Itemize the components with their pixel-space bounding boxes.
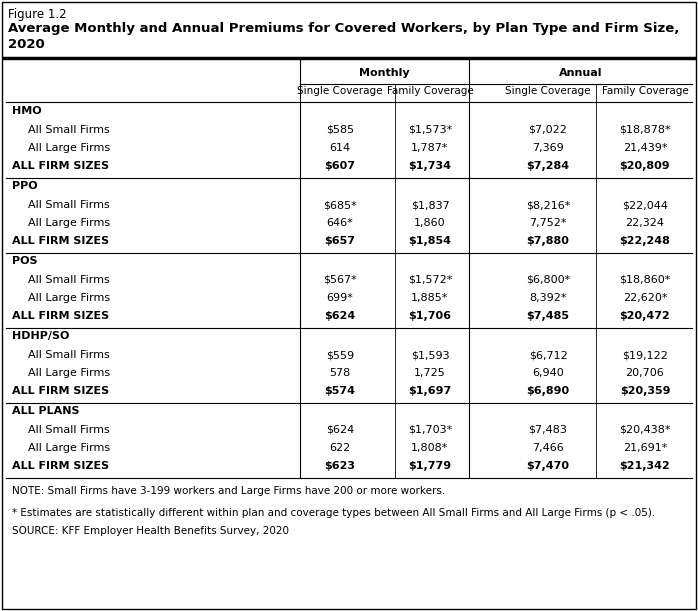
Text: $7,485: $7,485	[526, 311, 570, 321]
Text: $21,342: $21,342	[620, 461, 670, 471]
Text: $18,878*: $18,878*	[619, 125, 671, 135]
Text: Single Coverage: Single Coverage	[297, 86, 383, 96]
Text: $1,706: $1,706	[408, 311, 452, 321]
Text: $1,573*: $1,573*	[408, 125, 452, 135]
Text: 614: 614	[329, 143, 350, 153]
Text: Family Coverage: Family Coverage	[602, 86, 688, 96]
Text: $7,483: $7,483	[528, 425, 567, 435]
Text: All Large Firms: All Large Firms	[28, 293, 110, 303]
Text: Monthly: Monthly	[359, 68, 410, 78]
Text: All Small Firms: All Small Firms	[28, 275, 110, 285]
Text: 7,752*: 7,752*	[529, 218, 567, 228]
Text: $657: $657	[325, 236, 355, 246]
Text: All Large Firms: All Large Firms	[28, 218, 110, 228]
Text: Single Coverage: Single Coverage	[505, 86, 591, 96]
Text: $7,284: $7,284	[526, 161, 570, 171]
Text: All Large Firms: All Large Firms	[28, 368, 110, 378]
Text: $20,472: $20,472	[620, 311, 670, 321]
Text: All Small Firms: All Small Firms	[28, 425, 110, 435]
Text: 699*: 699*	[327, 293, 353, 303]
Text: PPO: PPO	[12, 181, 38, 191]
Text: ALL FIRM SIZES: ALL FIRM SIZES	[12, 161, 109, 171]
Text: $8,216*: $8,216*	[526, 200, 570, 210]
Text: $18,860*: $18,860*	[619, 275, 671, 285]
Text: $7,880: $7,880	[526, 236, 570, 246]
Text: POS: POS	[12, 256, 38, 266]
Text: All Large Firms: All Large Firms	[28, 143, 110, 153]
Text: $1,703*: $1,703*	[408, 425, 452, 435]
Text: $1,779: $1,779	[408, 461, 452, 471]
Text: 2020: 2020	[8, 38, 45, 51]
Text: SOURCE: KFF Employer Health Benefits Survey, 2020: SOURCE: KFF Employer Health Benefits Sur…	[12, 526, 289, 536]
Text: $624: $624	[325, 311, 355, 321]
Text: $1,572*: $1,572*	[408, 275, 452, 285]
Text: $7,470: $7,470	[526, 461, 570, 471]
Text: 7,369: 7,369	[532, 143, 564, 153]
Text: HDHP/SO: HDHP/SO	[12, 331, 69, 341]
Text: $559: $559	[326, 350, 354, 360]
Text: NOTE: Small Firms have 3-199 workers and Large Firms have 200 or more workers.: NOTE: Small Firms have 3-199 workers and…	[12, 486, 445, 496]
Text: 1,725: 1,725	[414, 368, 446, 378]
Text: $607: $607	[325, 161, 355, 171]
Text: $1,854: $1,854	[408, 236, 452, 246]
Text: Average Monthly and Annual Premiums for Covered Workers, by Plan Type and Firm S: Average Monthly and Annual Premiums for …	[8, 22, 679, 35]
Text: $1,837: $1,837	[410, 200, 450, 210]
Text: $1,593: $1,593	[410, 350, 450, 360]
Text: All Large Firms: All Large Firms	[28, 443, 110, 453]
Text: HMO: HMO	[12, 106, 42, 116]
Text: 21,691*: 21,691*	[623, 443, 667, 453]
Text: $20,438*: $20,438*	[619, 425, 671, 435]
Text: 7,466: 7,466	[532, 443, 564, 453]
Text: $6,800*: $6,800*	[526, 275, 570, 285]
Text: 21,439*: 21,439*	[623, 143, 667, 153]
Text: 646*: 646*	[327, 218, 353, 228]
Text: $623: $623	[325, 461, 355, 471]
Text: $585: $585	[326, 125, 354, 135]
Text: 8,392*: 8,392*	[529, 293, 567, 303]
Text: $6,712: $6,712	[528, 350, 567, 360]
Text: $19,122: $19,122	[622, 350, 668, 360]
Text: 578: 578	[329, 368, 350, 378]
Text: ALL FIRM SIZES: ALL FIRM SIZES	[12, 236, 109, 246]
Text: ALL PLANS: ALL PLANS	[12, 406, 80, 416]
Text: $20,359: $20,359	[620, 386, 670, 396]
Text: 20,706: 20,706	[625, 368, 664, 378]
Text: ALL FIRM SIZES: ALL FIRM SIZES	[12, 461, 109, 471]
Text: 1,885*: 1,885*	[411, 293, 449, 303]
Text: 22,620*: 22,620*	[623, 293, 667, 303]
Text: $1,697: $1,697	[408, 386, 452, 396]
Text: All Small Firms: All Small Firms	[28, 125, 110, 135]
Text: 622: 622	[329, 443, 350, 453]
Text: All Small Firms: All Small Firms	[28, 350, 110, 360]
Text: 1,787*: 1,787*	[411, 143, 449, 153]
Text: $20,809: $20,809	[620, 161, 670, 171]
Text: $624: $624	[326, 425, 354, 435]
Text: 6,940: 6,940	[532, 368, 564, 378]
Text: Annual: Annual	[559, 68, 602, 78]
Text: 22,324: 22,324	[625, 218, 664, 228]
Text: ALL FIRM SIZES: ALL FIRM SIZES	[12, 311, 109, 321]
Text: * Estimates are statistically different within plan and coverage types between A: * Estimates are statistically different …	[12, 508, 655, 518]
Text: Family Coverage: Family Coverage	[387, 86, 473, 96]
Text: Figure 1.2: Figure 1.2	[8, 8, 66, 21]
Text: $7,022: $7,022	[528, 125, 567, 135]
Text: $685*: $685*	[323, 200, 357, 210]
Text: All Small Firms: All Small Firms	[28, 200, 110, 210]
Text: $6,890: $6,890	[526, 386, 570, 396]
Text: $574: $574	[325, 386, 355, 396]
Text: 1,808*: 1,808*	[411, 443, 449, 453]
Text: $22,044: $22,044	[622, 200, 668, 210]
Text: $22,248: $22,248	[620, 236, 671, 246]
Text: ALL FIRM SIZES: ALL FIRM SIZES	[12, 386, 109, 396]
Text: 1,860: 1,860	[414, 218, 446, 228]
Text: $567*: $567*	[323, 275, 357, 285]
Text: $1,734: $1,734	[408, 161, 452, 171]
